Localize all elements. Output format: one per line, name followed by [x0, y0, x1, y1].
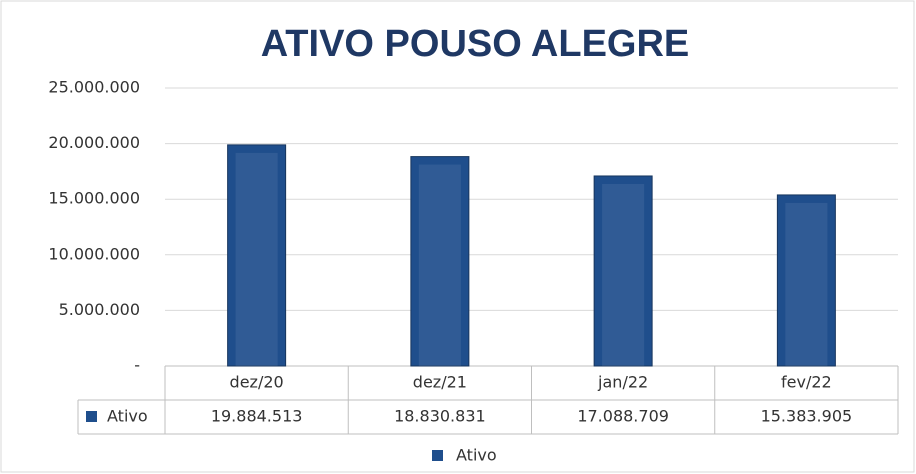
bar-highlight [235, 152, 278, 366]
y-tick-label: - [134, 356, 140, 375]
table-row-header: Ativo [107, 407, 148, 426]
chart-title: ATIVO POUSO ALEGRE [261, 23, 690, 65]
y-tick-label: 10.000.000 [48, 244, 140, 263]
y-tick-label: 15.000.000 [48, 189, 140, 208]
legend-swatch [432, 450, 443, 461]
y-tick-label: 20.000.000 [48, 133, 140, 152]
bar-highlight [418, 164, 461, 366]
y-tick-label: 5.000.000 [59, 300, 140, 319]
x-tick-label: dez/20 [230, 373, 284, 392]
x-tick-label: jan/22 [597, 373, 648, 392]
bar-highlight [785, 202, 828, 366]
x-tick-label: fev/22 [781, 373, 832, 392]
table-value: 15.383.905 [761, 407, 853, 426]
legend-label: Ativo [456, 446, 497, 465]
table-value: 19.884.513 [211, 407, 303, 426]
bar [410, 156, 470, 367]
y-tick-label: 25.000.000 [48, 78, 140, 97]
bar [776, 194, 836, 367]
legend-swatch [86, 411, 97, 422]
table-value: 17.088.709 [577, 407, 669, 426]
bar-highlight [602, 183, 645, 366]
x-tick-label: dez/21 [413, 373, 467, 392]
table-value: 18.830.831 [394, 407, 486, 426]
bar [227, 144, 287, 367]
bar [593, 175, 653, 367]
